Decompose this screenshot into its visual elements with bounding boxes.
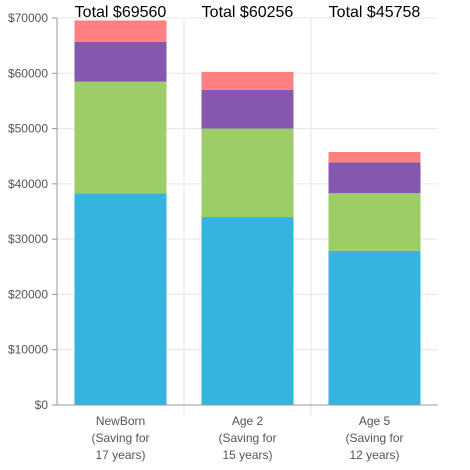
x-category-label-line: (Saving for — [218, 431, 276, 445]
bar-segment[interactable] — [328, 250, 421, 405]
y-tick-label: $70000 — [8, 11, 48, 25]
y-tick-labels: $0 $10000 $20000 $30000 $40000 $50000 $60000 $7… — [8, 11, 48, 412]
bar-segment[interactable] — [74, 20, 167, 42]
bar-segment[interactable] — [328, 162, 421, 194]
bar-segment[interactable] — [201, 128, 294, 218]
x-category-label: Age 5 (Saving for 12 years) — [345, 414, 403, 462]
bar-segment[interactable] — [328, 193, 421, 251]
y-tick-label: $10000 — [8, 343, 48, 357]
x-category-label-line: Age 2 — [232, 414, 264, 428]
bar-total-label: Total $69560 — [75, 4, 167, 21]
bar-segment[interactable] — [201, 89, 294, 129]
y-tick-label: $0 — [35, 398, 49, 412]
x-category-labels: NewBorn (Saving for 17 years) Age 2 (Saving … — [91, 414, 403, 462]
x-category-label-line: 12 years) — [349, 448, 399, 462]
x-category-label-line: Age 5 — [359, 414, 391, 428]
x-category-label-line: NewBorn — [96, 414, 145, 428]
bar-total-label: Total $60256 — [202, 4, 294, 21]
y-tick-label: $50000 — [8, 122, 48, 136]
bars — [74, 20, 421, 405]
y-tick-label: $30000 — [8, 232, 48, 246]
bar-total-label: Total $45758 — [329, 4, 421, 21]
bar-segment[interactable] — [201, 71, 294, 90]
y-tick-label: $60000 — [8, 66, 48, 80]
y-tick-label: $20000 — [8, 287, 48, 301]
x-category-label-line: 15 years) — [222, 448, 272, 462]
bar-segment[interactable] — [201, 217, 294, 405]
bar-segment[interactable] — [74, 41, 167, 82]
x-category-label-line: 17 years) — [95, 448, 145, 462]
x-category-label-line: (Saving for — [91, 431, 149, 445]
bar-segment[interactable] — [74, 193, 167, 405]
x-category-label: NewBorn (Saving for 17 years) — [91, 414, 149, 462]
y-tick-label: $40000 — [8, 177, 48, 191]
bar-segment[interactable] — [328, 152, 421, 163]
bar-segment[interactable] — [74, 81, 167, 194]
axes — [56, 18, 438, 406]
x-category-label-line: (Saving for — [345, 431, 403, 445]
x-category-label: Age 2 (Saving for 15 years) — [218, 414, 276, 462]
total-labels: Total $69560 Total $60256 Total $45758 — [75, 4, 421, 21]
